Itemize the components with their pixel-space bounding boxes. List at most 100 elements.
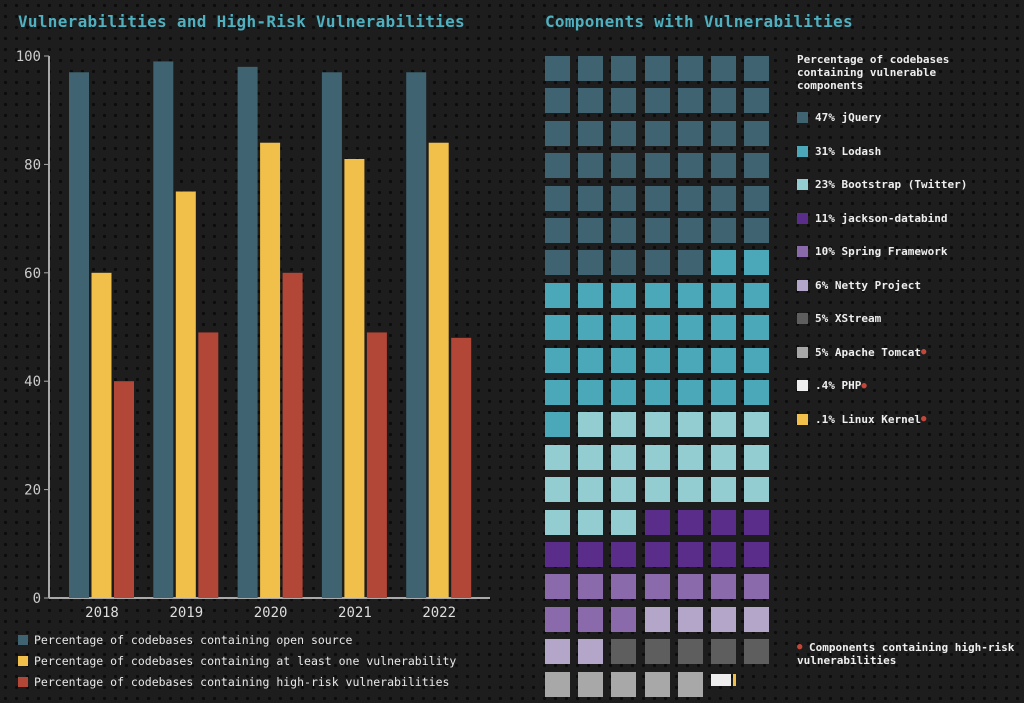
waffle-cell: [578, 671, 604, 697]
waffle-cell: [644, 88, 670, 114]
waffle-cell: [711, 153, 736, 179]
legend-swatch: [797, 346, 808, 358]
waffle-cell: [677, 380, 703, 405]
waffle-cell: [711, 639, 736, 665]
waffle-cell: [644, 218, 670, 243]
waffle-cell: [677, 606, 703, 632]
waffle-cell: [644, 444, 670, 470]
y-tick-label: 60: [24, 266, 41, 282]
waffle-cell: [744, 218, 770, 243]
legend-label: Percentage of codebases containing open …: [34, 633, 353, 647]
bar-2020-series-0: [237, 66, 258, 599]
bar-legend-item: Percentage of codebases containing open …: [18, 633, 353, 647]
bar-legend-item: Percentage of codebases containing high-…: [18, 675, 449, 689]
waffle-cell: [677, 639, 703, 665]
waffle-cell: [545, 542, 570, 567]
waffle-chart-title: Components with Vulnerabilities: [545, 12, 853, 31]
waffle-cell: [578, 56, 604, 81]
waffle-cell: [711, 412, 736, 438]
waffle-cell: [578, 606, 604, 632]
waffle-cell: [744, 509, 770, 535]
waffle-cell: [677, 153, 703, 179]
waffle-legend-item: 10% Spring Framework: [797, 245, 947, 258]
waffle-cell: [744, 120, 770, 146]
high-risk-marker-icon: ●: [861, 380, 867, 391]
legend-swatch: [797, 112, 808, 123]
waffle-cell: [677, 218, 703, 243]
waffle-cell: [644, 250, 670, 276]
waffle-cell: [711, 185, 736, 211]
waffle-cell: [644, 56, 670, 81]
waffle-cell: [711, 88, 736, 114]
waffle-cell: [711, 120, 736, 146]
waffle-cell: [711, 542, 736, 567]
legend-label: Percentage of codebases containing at le…: [34, 654, 457, 668]
waffle-legend-item: 23% Bootstrap (Twitter): [797, 178, 967, 191]
waffle-cell: [711, 509, 736, 535]
legend-swatch: [18, 677, 28, 687]
waffle-cell: [578, 347, 604, 373]
bar-2022-series-2: [451, 337, 472, 598]
waffle-cell: [677, 412, 703, 438]
waffle-cell: [611, 606, 637, 632]
waffle-cell: [545, 444, 570, 470]
y-tick-label: 40: [24, 374, 41, 390]
waffle-cell: [578, 542, 604, 567]
waffle-cell: [744, 185, 770, 211]
waffle-cell: [644, 542, 670, 567]
high-risk-marker-icon: ●: [797, 642, 803, 652]
waffle-cell: [744, 444, 770, 470]
waffle-cell: [578, 88, 604, 114]
waffle-cell: [744, 477, 770, 503]
waffle-legend-item: 11% jackson-databind: [797, 212, 947, 225]
waffle-cell: [611, 218, 637, 243]
waffle-cell: [644, 347, 670, 373]
waffle-cell: [677, 250, 703, 276]
waffle-cell: [711, 574, 736, 600]
bar-2021-series-0: [321, 72, 342, 598]
waffle-cell: [545, 315, 570, 341]
waffle-cell: [644, 509, 670, 535]
waffle-cell: [644, 120, 670, 146]
waffle-cell: [644, 185, 670, 211]
bar-2019-series-0: [153, 61, 174, 599]
waffle-cell: [744, 56, 770, 81]
waffle-cell: [578, 185, 604, 211]
waffle-cell: [578, 639, 604, 665]
legend-swatch: [797, 212, 808, 224]
waffle-cell-linux-kernel: [733, 673, 736, 686]
waffle-cell: [711, 606, 736, 632]
waffle-legend-item: .4% PHP ●: [797, 379, 867, 392]
x-tick-label: 2020: [254, 605, 288, 621]
bar-2019-series-1: [175, 191, 196, 598]
legend-label: 11% jackson-databind: [815, 211, 948, 225]
waffle-cell: [711, 218, 736, 243]
waffle-cell: [677, 574, 703, 600]
waffle-cell: [578, 218, 604, 243]
waffle-cell: [545, 56, 570, 81]
legend-swatch: [797, 413, 808, 425]
waffle-cell: [578, 412, 604, 438]
waffle-legend-item: 5% XStream: [797, 312, 881, 325]
waffle-legend-item: 5% Apache Tomcat ●: [797, 346, 926, 359]
waffle-cell: [545, 380, 570, 405]
waffle-cell: [545, 509, 570, 535]
waffle-cell: [711, 347, 736, 373]
waffle-cell: [611, 315, 637, 341]
y-tick-label: 100: [16, 49, 41, 65]
waffle-cell: [744, 380, 770, 405]
waffle-cell: [578, 444, 604, 470]
waffle-cell: [611, 282, 637, 308]
waffle-legend-item: 31% Lodash: [797, 145, 881, 158]
waffle-cell: [545, 574, 570, 600]
high-risk-note-text: Components containing high-risk vulnerab…: [797, 641, 1015, 667]
y-tick-label: 0: [33, 591, 41, 607]
bar-2021-series-2: [366, 332, 387, 598]
waffle-cell: [578, 574, 604, 600]
waffle-cell: [744, 412, 770, 438]
waffle-cell: [677, 88, 703, 114]
waffle-cell: [578, 250, 604, 276]
bar-2021-series-1: [344, 158, 365, 598]
waffle-cell: [644, 315, 670, 341]
waffle-cell: [545, 282, 570, 308]
